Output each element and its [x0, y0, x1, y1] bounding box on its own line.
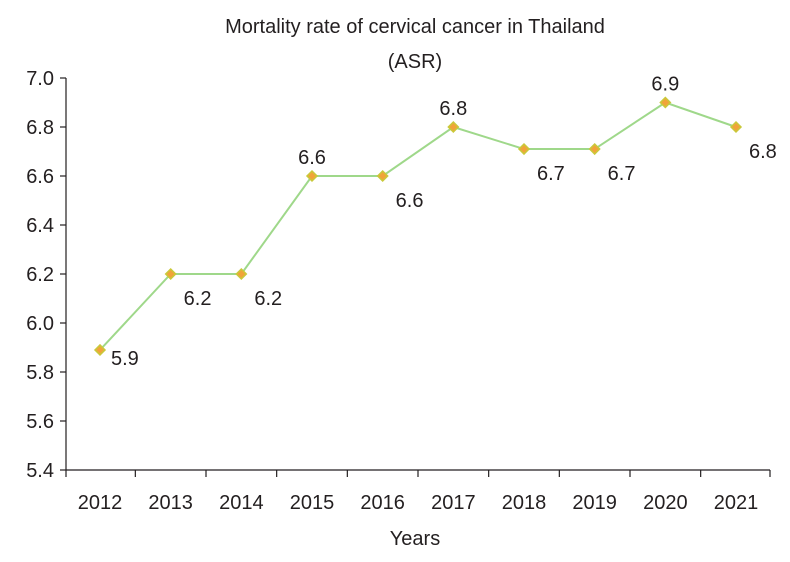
x-tick-label: 2021: [714, 492, 759, 514]
data-label: 6.9: [651, 74, 679, 96]
y-tick-label: 7.0: [26, 68, 54, 90]
y-tick-label: 6.0: [26, 313, 54, 335]
y-tick-label: 6.6: [26, 166, 54, 188]
x-tick-label: 2013: [148, 492, 193, 514]
x-tick-label: 2012: [78, 492, 123, 514]
x-axis: 2012 2013 2014 2015 2016 2017 2018 2019 2020 2021: [65, 469, 771, 514]
data-label: 6.2: [254, 288, 282, 310]
chart-subtitle: (ASR): [388, 51, 442, 73]
data-point: [164, 267, 177, 281]
x-tick-label: 2019: [572, 492, 617, 514]
data-point: [376, 169, 389, 183]
data-point: [305, 169, 319, 183]
chart-title: Mortality rate of cervical cancer in Tha…: [225, 16, 605, 38]
data-series: 5.9 6.2 6.2 6.6 6.6 6.8 6.7 6.7 6.9 6.8: [93, 74, 777, 370]
data-point: [588, 142, 601, 156]
y-tick-label: 5.4: [26, 460, 54, 482]
data-label: 6.7: [608, 163, 636, 185]
data-point: [447, 120, 460, 134]
x-tick-label: 2014: [219, 492, 264, 514]
x-tick-label: 2017: [431, 492, 476, 514]
data-point: [235, 267, 248, 281]
data-label: 6.8: [439, 98, 467, 120]
y-axis: 7.0 6.8 6.6 6.4 6.2 6.0 5.8 5.6 5.4: [26, 68, 67, 482]
data-label: 6.2: [184, 288, 212, 310]
x-axis-title: Years: [390, 528, 440, 550]
data-point: [93, 343, 107, 357]
series-line: [99, 101, 737, 351]
x-tick-label: 2016: [360, 492, 405, 514]
y-tick-label: 6.8: [26, 117, 54, 139]
x-tick-label: 2015: [290, 492, 335, 514]
y-tick-label: 5.8: [26, 362, 54, 384]
y-tick-label: 5.6: [26, 411, 54, 433]
data-label: 6.6: [298, 147, 326, 169]
data-label: 6.6: [396, 190, 424, 212]
data-label: 6.8: [749, 141, 777, 163]
y-tick-label: 6.4: [26, 215, 54, 237]
data-label: 6.7: [537, 163, 565, 185]
x-tick-label: 2018: [502, 492, 547, 514]
data-point: [517, 142, 531, 156]
data-point: [729, 120, 743, 134]
y-tick-label: 6.2: [26, 264, 54, 286]
data-label: 5.9: [111, 348, 139, 370]
x-tick-label: 2020: [643, 492, 688, 514]
data-point: [659, 96, 672, 109]
